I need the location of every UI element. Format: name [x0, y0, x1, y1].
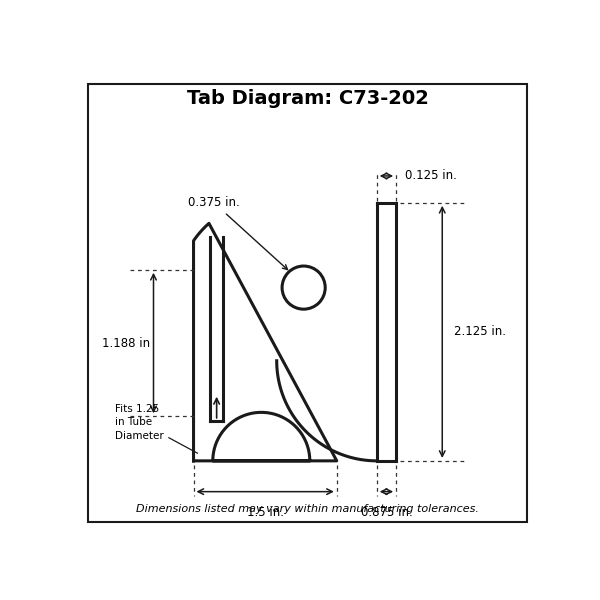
Text: 2.125 in.: 2.125 in. — [454, 325, 506, 338]
Text: Tab Diagram: C73-202: Tab Diagram: C73-202 — [187, 89, 428, 109]
Text: 0.875 in.: 0.875 in. — [361, 506, 412, 518]
Text: 1.5 in.: 1.5 in. — [247, 506, 284, 518]
Text: 1.188 in: 1.188 in — [101, 337, 149, 350]
Text: 0.375 in.: 0.375 in. — [188, 196, 287, 269]
Text: Dimensions listed may vary within manufacturing tolerances.: Dimensions listed may vary within manufa… — [136, 505, 479, 514]
Text: Fits 1.25
in Tube
Diameter: Fits 1.25 in Tube Diameter — [115, 404, 164, 440]
Text: 0.125 in.: 0.125 in. — [405, 169, 457, 182]
